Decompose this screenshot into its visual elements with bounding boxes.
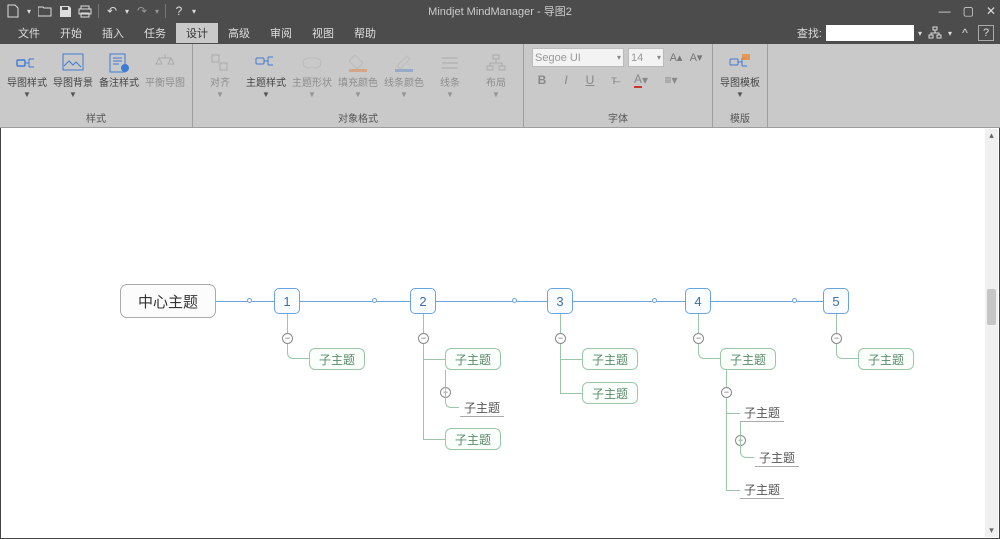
italic-button[interactable]: I xyxy=(556,71,576,89)
main-topic-3[interactable]: 3 xyxy=(547,288,573,314)
mindmap-canvas[interactable]: 中心主题 1 2 3 4 5 − 子主题 − 子主题 − 子主题 子主题 − xyxy=(2,129,985,537)
group-font-label: 字体 xyxy=(532,109,704,127)
menu-view[interactable]: 视图 xyxy=(302,23,344,43)
balance-map-button: 平衡导图 xyxy=(144,48,186,89)
bold-button[interactable]: B xyxy=(532,71,552,89)
map-style-button[interactable]: 导图样式 ▼ xyxy=(6,48,48,99)
center-topic[interactable]: 中心主题 xyxy=(120,284,216,318)
scroll-up-icon[interactable]: ▴ xyxy=(985,130,998,141)
font-size-combo[interactable]: 14▾ xyxy=(628,48,664,67)
ribbon: 导图样式 ▼ 导图背景 ▼ 备注样式 平衡导图 样式 对齐 xyxy=(0,44,1000,128)
org-icon[interactable] xyxy=(926,24,944,42)
main-topic-5[interactable]: 5 xyxy=(823,288,849,314)
qa-print-icon[interactable] xyxy=(76,2,94,20)
qa-help-icon[interactable]: ? xyxy=(170,2,188,20)
qa-help-drop[interactable]: ▾ xyxy=(190,2,198,20)
qa-undo-drop[interactable]: ▾ xyxy=(123,2,131,20)
vertical-scrollbar[interactable]: ▴ ▾ xyxy=(985,129,998,537)
font-color-button[interactable]: A▾ xyxy=(628,71,654,89)
increase-font-icon[interactable]: A▴ xyxy=(668,50,684,66)
decrease-font-icon[interactable]: A▾ xyxy=(688,50,704,66)
qa-open-icon[interactable] xyxy=(36,2,54,20)
font-family-combo[interactable]: Segoe UI▾ xyxy=(532,48,624,67)
main-topic-4[interactable]: 4 xyxy=(685,288,711,314)
main-topic-1[interactable]: 1 xyxy=(274,288,300,314)
org-dropdown-icon[interactable]: ▾ xyxy=(948,29,952,38)
subtopic[interactable]: 子主题 xyxy=(720,348,776,370)
qa-undo-icon[interactable]: ↶ xyxy=(103,2,121,20)
collapse-icon[interactable]: − xyxy=(693,333,704,344)
group-style-label: 样式 xyxy=(6,109,186,127)
subtopic[interactable]: 子主题 xyxy=(445,428,501,450)
collapse-ribbon-icon[interactable]: ^ xyxy=(956,24,974,42)
line-color-button: 线条颜色 ▼ xyxy=(383,48,425,99)
window-title: Mindjet MindManager - 导图2 xyxy=(428,3,572,19)
subtopic[interactable]: 子主题 xyxy=(309,348,365,370)
qa-redo-icon[interactable]: ↷ xyxy=(133,2,151,20)
group-object-label: 对象格式 xyxy=(199,109,517,127)
layout-button: 布局 ▼ xyxy=(475,48,517,99)
menu-review[interactable]: 审阅 xyxy=(260,23,302,43)
collapse-icon[interactable]: − xyxy=(555,333,566,344)
chevron-down-icon: ▼ xyxy=(69,90,77,99)
topic-style-button[interactable]: 主题样式 ▼ xyxy=(245,48,287,99)
menubar: 文件 开始 插入 任务 设计 高级 审阅 视图 帮助 查找: ▾ ▾ ^ ? xyxy=(0,22,1000,44)
window-minimize[interactable]: — xyxy=(939,4,951,18)
menu-advanced[interactable]: 高级 xyxy=(218,23,260,43)
menu-help[interactable]: 帮助 xyxy=(344,23,386,43)
menu-task[interactable]: 任务 xyxy=(134,23,176,43)
leaf-topic[interactable]: 子主题 xyxy=(755,449,799,467)
scrollbar-thumb[interactable] xyxy=(987,289,996,325)
map-background-button[interactable]: 导图背景 ▼ xyxy=(52,48,94,99)
fill-color-button: 填充颜色 ▼ xyxy=(337,48,379,99)
line-button: 线条 ▼ xyxy=(429,48,471,99)
collapse-icon[interactable]: − xyxy=(721,387,732,398)
leaf-topic[interactable]: 子主题 xyxy=(740,404,784,422)
menu-start[interactable]: 开始 xyxy=(50,23,92,43)
note-style-button[interactable]: 备注样式 xyxy=(98,48,140,89)
list-button[interactable]: ≡▾ xyxy=(658,71,684,89)
window-close[interactable]: ✕ xyxy=(986,4,996,18)
qa-new-icon[interactable] xyxy=(4,2,22,20)
subtopic[interactable]: 子主题 xyxy=(858,348,914,370)
group-template-label: 模版 xyxy=(719,109,761,127)
qa-redo-drop[interactable]: ▾ xyxy=(153,2,161,20)
topic-shape-button: 主题形状 ▼ xyxy=(291,48,333,99)
collapse-icon[interactable]: − xyxy=(831,333,842,344)
collapse-icon[interactable]: − xyxy=(282,333,293,344)
strike-button[interactable]: ᴛ̶ xyxy=(604,71,624,89)
search-dropdown-icon[interactable]: ▾ xyxy=(918,29,922,38)
subtopic[interactable]: 子主题 xyxy=(445,348,501,370)
menu-file[interactable]: 文件 xyxy=(8,23,50,43)
subtopic[interactable]: 子主题 xyxy=(582,382,638,404)
leaf-topic[interactable]: 子主题 xyxy=(740,481,784,499)
menu-insert[interactable]: 插入 xyxy=(92,23,134,43)
leaf-topic[interactable]: 子主题 xyxy=(460,399,504,417)
underline-button[interactable]: U xyxy=(580,71,600,89)
collapse-icon[interactable]: − xyxy=(418,333,429,344)
align-button: 对齐 ▼ xyxy=(199,48,241,99)
main-topic-2[interactable]: 2 xyxy=(410,288,436,314)
help-box-icon[interactable]: ? xyxy=(978,25,994,41)
search-label: 查找: xyxy=(797,25,822,41)
chevron-down-icon: ▼ xyxy=(23,90,31,99)
scroll-down-icon[interactable]: ▾ xyxy=(985,525,998,536)
qa-new-dropdown[interactable]: ▾ xyxy=(24,2,34,20)
map-template-button[interactable]: 导图模板 ▼ xyxy=(719,48,761,99)
subtopic[interactable]: 子主题 xyxy=(582,348,638,370)
menu-design[interactable]: 设计 xyxy=(176,23,218,43)
search-input[interactable] xyxy=(826,25,914,41)
window-maximize[interactable]: ▢ xyxy=(963,4,974,18)
qa-save-icon[interactable] xyxy=(56,2,74,20)
